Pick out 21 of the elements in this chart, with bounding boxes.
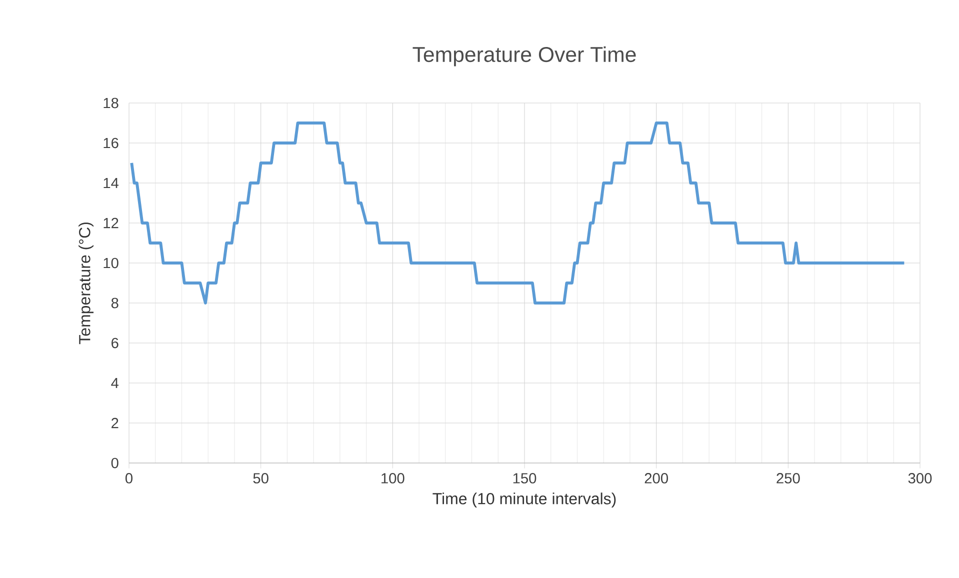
y-tick-label: 6 xyxy=(112,338,118,348)
x-tick-label: 200 xyxy=(644,473,668,484)
x-axis-title: Time (10 minute intervals) xyxy=(432,492,616,508)
y-tick-label: 8 xyxy=(111,298,118,308)
x-tick-label: 0 xyxy=(125,473,132,484)
y-tick-label: 2 xyxy=(112,418,118,428)
y-axis-title: Temperature (°C) xyxy=(78,222,94,344)
y-tick-label: 4 xyxy=(111,378,119,388)
x-tick-label: 300 xyxy=(908,473,932,484)
chart-title: Temperature Over Time xyxy=(412,46,636,66)
y-tick-label: 0 xyxy=(111,458,118,468)
y-tick-label: 10 xyxy=(104,258,118,268)
y-tick-label: 14 xyxy=(104,178,119,188)
x-tick-label: 150 xyxy=(513,473,536,484)
line-series xyxy=(130,122,906,304)
y-tick-label: 18 xyxy=(104,98,118,108)
y-tick-label: 16 xyxy=(104,138,118,148)
x-tick-label: 50 xyxy=(253,473,268,484)
x-tick-label: 250 xyxy=(776,473,800,484)
x-tick-label: 100 xyxy=(382,473,404,484)
y-tick-label: 12 xyxy=(104,218,118,228)
